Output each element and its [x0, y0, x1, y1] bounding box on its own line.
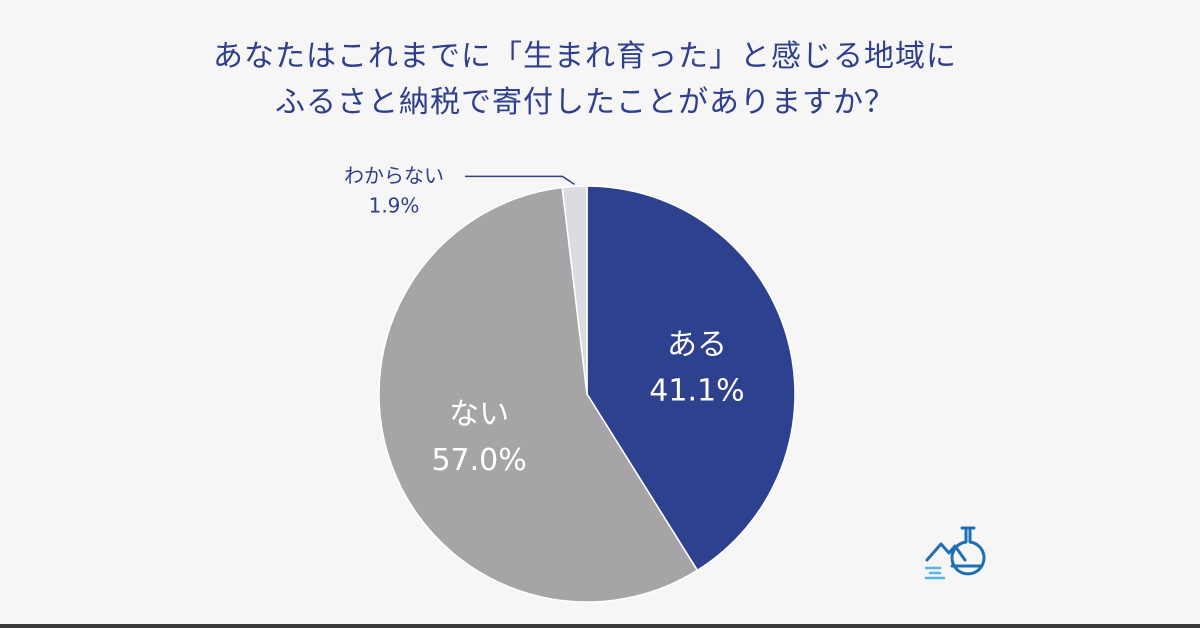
- chart-title-line1: あなたはこれまでに「生まれ育った」と感じる地域に: [213, 39, 957, 74]
- slice-label-value: 41.1%: [649, 373, 744, 408]
- bottom-border: [0, 624, 1200, 628]
- pie-slices: [378, 185, 796, 603]
- chart-title-line2: ふるさと納税で寄付したことがありますか？: [275, 85, 895, 120]
- slice-label-name: ない: [449, 397, 509, 432]
- pie-slice: [561, 185, 588, 395]
- pie-slice: [586, 185, 796, 572]
- slice-label-name: ある: [667, 327, 727, 362]
- pie-labels: ある 41.1% ない 57.0% わからない 1.9%: [344, 163, 745, 478]
- slice-label-value: 57.0%: [431, 443, 526, 478]
- pie-slice: [378, 186, 699, 603]
- leader-line: [465, 175, 575, 185]
- flask-landscape-icon: [924, 526, 986, 580]
- outside-label-value: 1.9%: [369, 193, 420, 217]
- chart-title: あなたはこれまでに「生まれ育った」と感じる地域に ふるさと納税で寄付したことがあ…: [0, 34, 1170, 126]
- outside-label-name: わからない: [344, 163, 444, 187]
